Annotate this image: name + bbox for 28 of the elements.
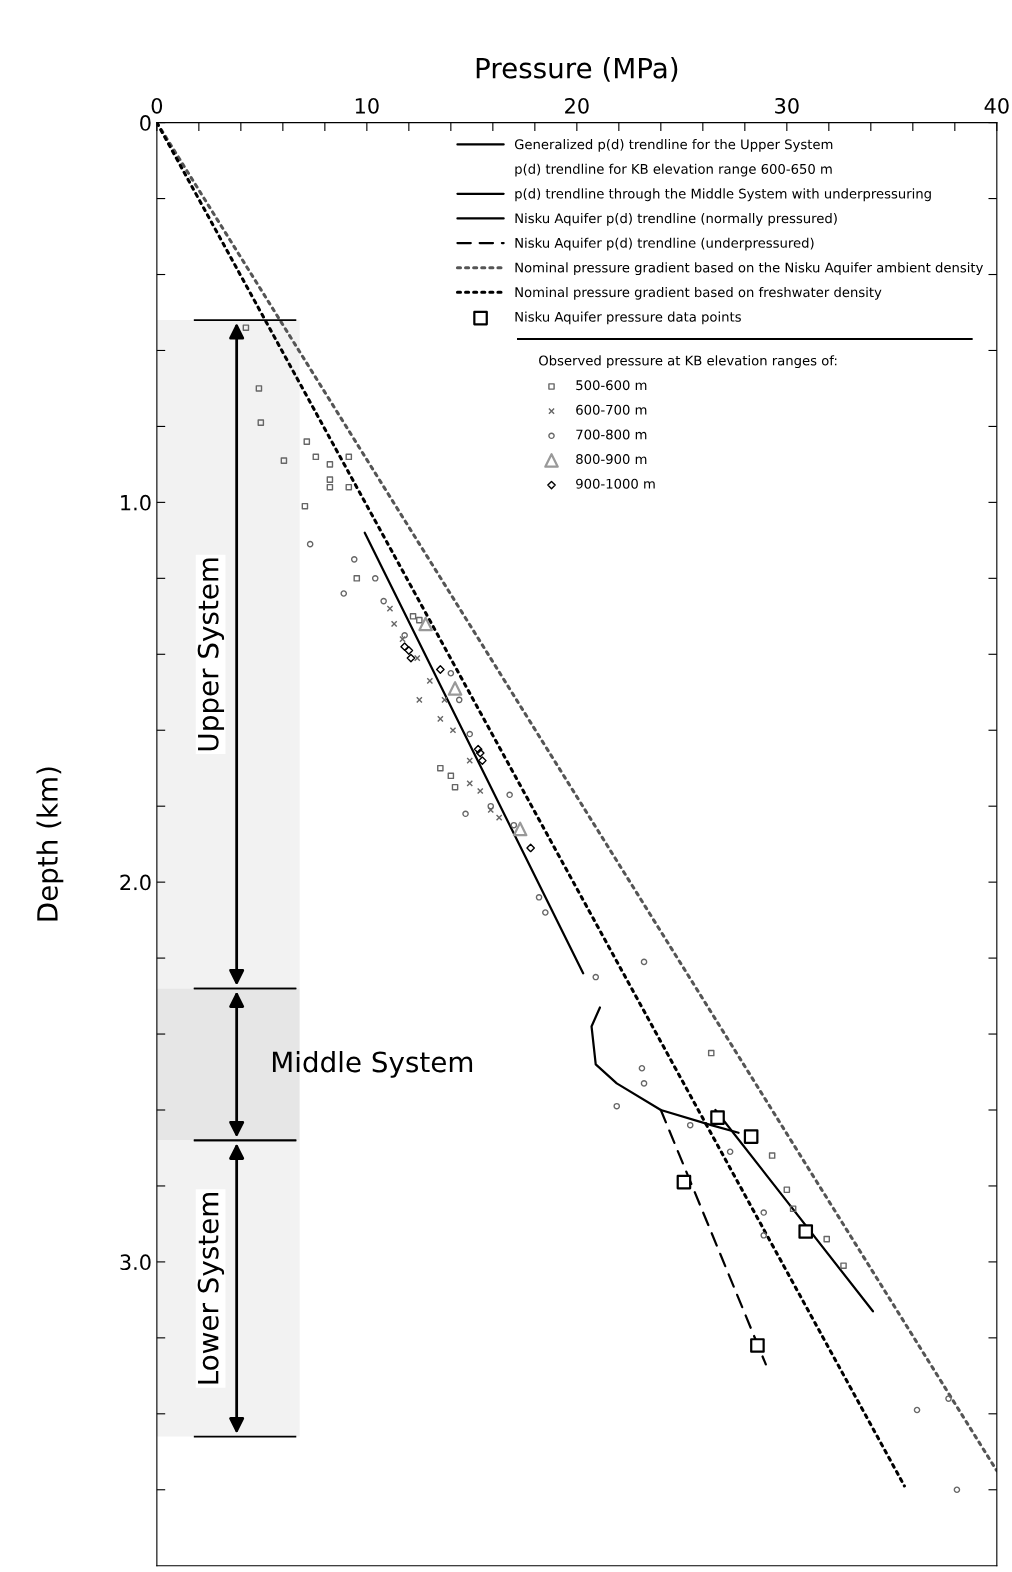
legend-label: Nisku Aquifer p(d) trendline (normally pressured) [515, 213, 837, 226]
legend-label: 700-800 m [576, 429, 647, 440]
legend-label: 800-900 m [576, 454, 647, 465]
annotation: p(d) trendline for KB elevation range 600-650 m [515, 163, 832, 177]
legend-label: Nominal pressure gradient based on the Nisku Aquifer ambient density [515, 262, 983, 276]
y-tick-label: 1.0 [121, 494, 151, 511]
band-label: Upper System [197, 558, 225, 751]
band-label: Middle System [272, 1050, 473, 1078]
legend-label: 900-1000 m [576, 478, 655, 489]
legend-label: 600-700 m [576, 404, 647, 415]
y-tick-label: 3.0 [120, 1254, 151, 1271]
legend-label: Nisku Aquifer pressure data points [515, 311, 741, 325]
y-tick-label: 0 [140, 115, 151, 131]
legend-label: Nominal pressure gradient based on freshwater density [515, 286, 882, 300]
legend-label: Nisku Aquifer p(d) trendline (underpressured) [515, 237, 814, 251]
x-tick-label: 30 [775, 97, 799, 114]
band-label: Lower System [197, 1193, 225, 1384]
legend-label: 500-600 m [576, 380, 647, 391]
x-tick-label: 0 [151, 97, 163, 114]
legend-title: Observed pressure at KB elevation ranges of: [539, 355, 837, 369]
x-tick-label: 20 [565, 97, 589, 114]
y-axis-title: Depth (km) [36, 767, 64, 921]
x-axis-title: Pressure (MPa) [476, 57, 678, 82]
y-tick-label: 2.0 [120, 874, 151, 891]
legend-label: Generalized p(d) trendline for the Upper System [514, 139, 833, 152]
x-tick-label: 40 [984, 97, 1009, 114]
legend-label: p(d) trendline through the Middle System with underpressuring [515, 188, 931, 202]
x-tick-label: 10 [355, 97, 379, 114]
